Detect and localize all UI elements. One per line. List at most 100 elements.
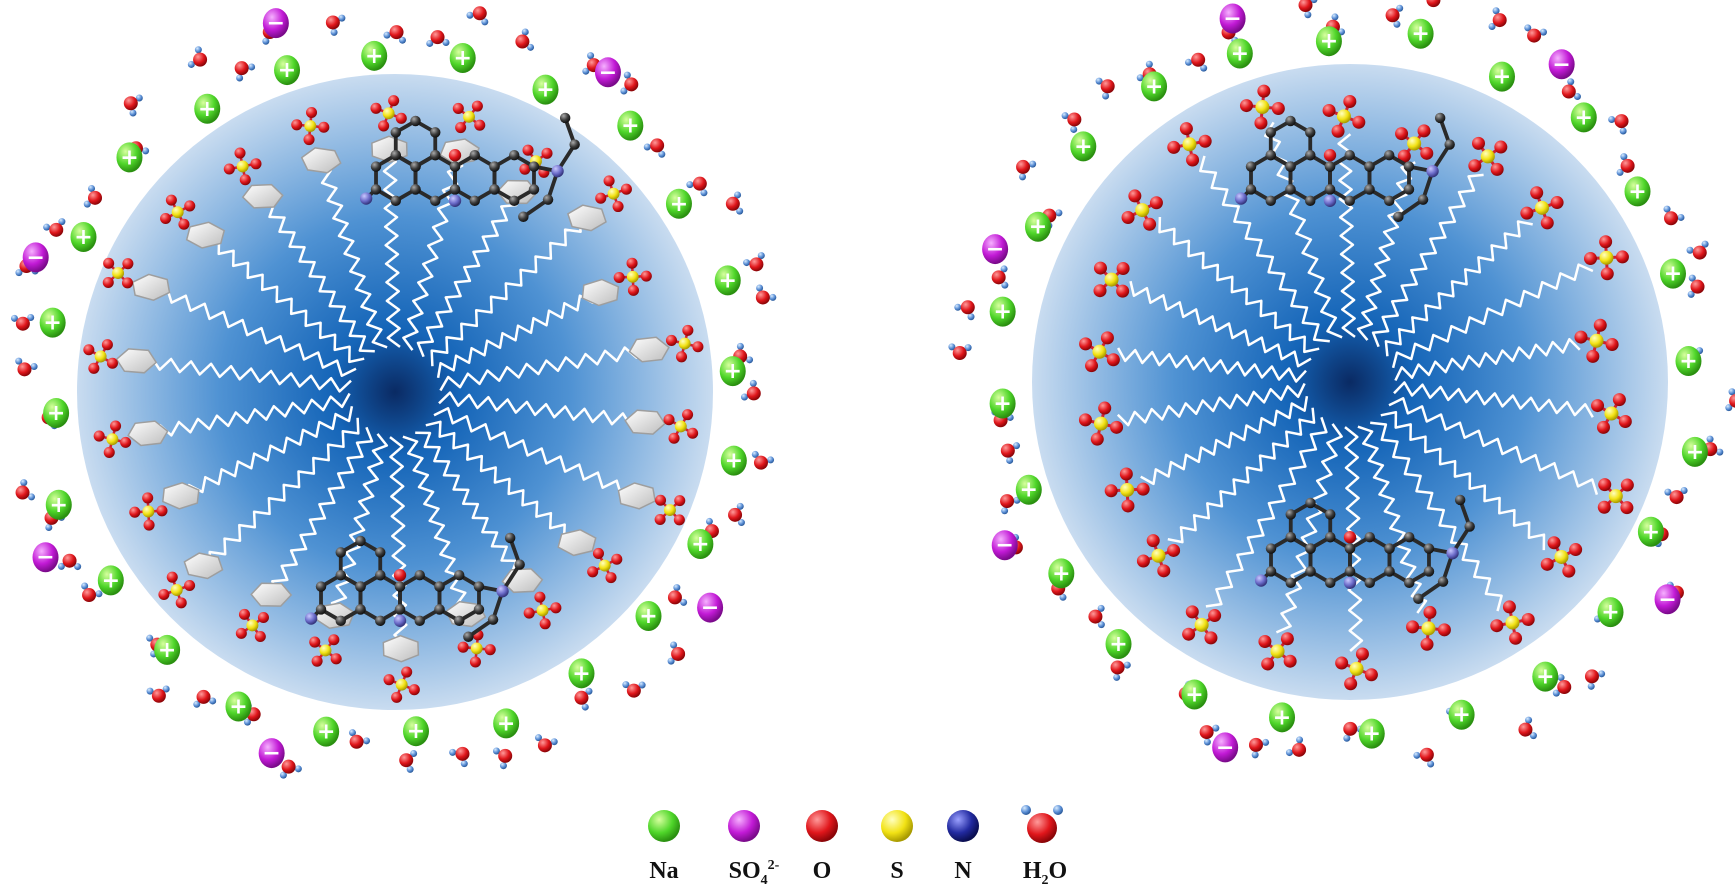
charge-sign: + bbox=[639, 604, 657, 629]
charge-sign: + bbox=[1411, 22, 1429, 47]
charge-sign: − bbox=[986, 237, 1004, 262]
oxygen-atom bbox=[471, 100, 483, 112]
hydrogen-atom bbox=[948, 343, 956, 351]
oxygen-atom bbox=[620, 183, 632, 195]
hydrogen-atom bbox=[398, 36, 406, 44]
hydrogen-atom bbox=[1413, 751, 1421, 759]
oxygen-atom bbox=[1471, 136, 1485, 150]
sulfur-atom bbox=[1505, 615, 1520, 630]
oxygen-atom bbox=[234, 61, 249, 76]
hydrogen-atom bbox=[1680, 486, 1688, 494]
carbon-atom bbox=[1404, 531, 1415, 543]
sodium-ion: + bbox=[719, 356, 746, 387]
hydrogen-atom bbox=[1145, 60, 1153, 68]
hydrophobic-tail bbox=[1371, 173, 1484, 348]
nitrogen-atom bbox=[448, 194, 462, 207]
charge-sign: − bbox=[262, 741, 280, 766]
hydrogen-atom bbox=[1203, 738, 1211, 746]
hydrogen-atom bbox=[585, 687, 593, 695]
carbon-atom bbox=[355, 604, 366, 615]
carbon-atom bbox=[1384, 149, 1395, 161]
oxygen-atom bbox=[1420, 146, 1434, 160]
sulfate-headgroup bbox=[1079, 331, 1120, 373]
oxygen-atom bbox=[1100, 79, 1115, 94]
hydrogen-atom bbox=[57, 562, 65, 570]
carbon-atom bbox=[1413, 593, 1424, 604]
charge-sign: + bbox=[453, 46, 471, 71]
oxygen-atom bbox=[592, 547, 604, 559]
carbon-atom bbox=[390, 195, 401, 207]
hydrogen-atom bbox=[1053, 805, 1063, 815]
oxygen-sphere-icon bbox=[806, 810, 838, 842]
carbon-atom bbox=[1344, 195, 1355, 207]
carbon-atom bbox=[335, 615, 346, 627]
oxygen-atom bbox=[1000, 443, 1015, 458]
sodium-ion: + bbox=[194, 93, 221, 124]
oxygen-atom bbox=[1079, 337, 1093, 351]
carbon-atom bbox=[394, 604, 406, 615]
sulfur-atom bbox=[470, 642, 483, 655]
charge-sign: + bbox=[1601, 600, 1619, 625]
oxygen-atom bbox=[1437, 623, 1451, 637]
sulfur-atom bbox=[171, 206, 184, 219]
sulfate-headgroup bbox=[235, 608, 269, 643]
hydrogen-atom bbox=[1663, 205, 1671, 213]
nitrogen-atom bbox=[1426, 164, 1439, 178]
sulfur-atom bbox=[674, 420, 687, 433]
hydrogen-atom bbox=[330, 28, 338, 36]
oxygen-atom bbox=[1583, 252, 1597, 266]
water-molecule bbox=[1561, 78, 1581, 101]
oxygen-atom bbox=[1323, 149, 1337, 162]
oxygen-atom bbox=[430, 30, 445, 45]
carbon-atom bbox=[375, 615, 386, 627]
charge-sign: + bbox=[1185, 683, 1203, 708]
hexagon-ring bbox=[241, 183, 284, 209]
water-molecule bbox=[348, 729, 371, 749]
hydrophobic-tail bbox=[194, 417, 360, 569]
sodium-ion: + bbox=[1532, 661, 1559, 692]
hydrophobic-tail bbox=[430, 214, 596, 367]
sodium-ion: + bbox=[154, 634, 181, 665]
micelle-right: +++++++++++++++++ + ++++++−−−−−− bbox=[948, 0, 1735, 768]
sulfate-headgroup bbox=[1520, 186, 1564, 230]
oxygen-atom bbox=[472, 6, 487, 21]
oxygen-atom bbox=[1116, 284, 1130, 298]
oxygen-atom bbox=[1417, 124, 1431, 138]
hydrogen-atom bbox=[1001, 507, 1009, 515]
water-molecule bbox=[1248, 737, 1270, 759]
sodium-ion: + bbox=[1015, 474, 1042, 505]
oxygen-atom bbox=[1292, 742, 1307, 757]
carbon-atom bbox=[370, 184, 382, 195]
hexagon-ring bbox=[557, 529, 597, 557]
hydrogen-atom bbox=[1102, 92, 1110, 100]
charge-sign: − bbox=[1223, 6, 1241, 31]
charge-sign: + bbox=[1020, 478, 1038, 503]
hydrogen-atom bbox=[1529, 732, 1537, 740]
oxygen-atom bbox=[175, 597, 187, 609]
hydrogen-atom bbox=[15, 269, 23, 277]
hydrophobic-tail bbox=[315, 152, 388, 349]
sulfate-counterion: − bbox=[32, 542, 59, 573]
hydrogen-atom bbox=[757, 252, 765, 260]
oxygen-atom bbox=[330, 653, 342, 665]
hydrogen-atom bbox=[1524, 24, 1532, 32]
oxygen-atom bbox=[1600, 267, 1614, 281]
sodium-sphere-icon bbox=[648, 810, 680, 842]
sulfate-counterion: − bbox=[258, 738, 285, 769]
sulfur-atom bbox=[1589, 333, 1604, 348]
oxygen-atom bbox=[1596, 420, 1610, 434]
carbon-atom bbox=[1384, 566, 1395, 577]
carbon-atom bbox=[1344, 543, 1356, 554]
water-molecule bbox=[81, 582, 103, 603]
carbon-atom bbox=[454, 615, 465, 627]
water-molecule bbox=[15, 479, 36, 501]
oxygen-atom bbox=[1106, 353, 1120, 367]
sodium-ion: + bbox=[989, 296, 1016, 327]
oxygen-atom bbox=[755, 290, 770, 305]
sulfate-headgroup bbox=[595, 175, 632, 213]
sulfate-headgroup bbox=[1136, 534, 1181, 578]
water-molecule bbox=[426, 30, 450, 47]
hydrogen-atom bbox=[1677, 213, 1685, 221]
oxygen-atom bbox=[498, 748, 513, 763]
oxygen-atom bbox=[238, 608, 250, 620]
